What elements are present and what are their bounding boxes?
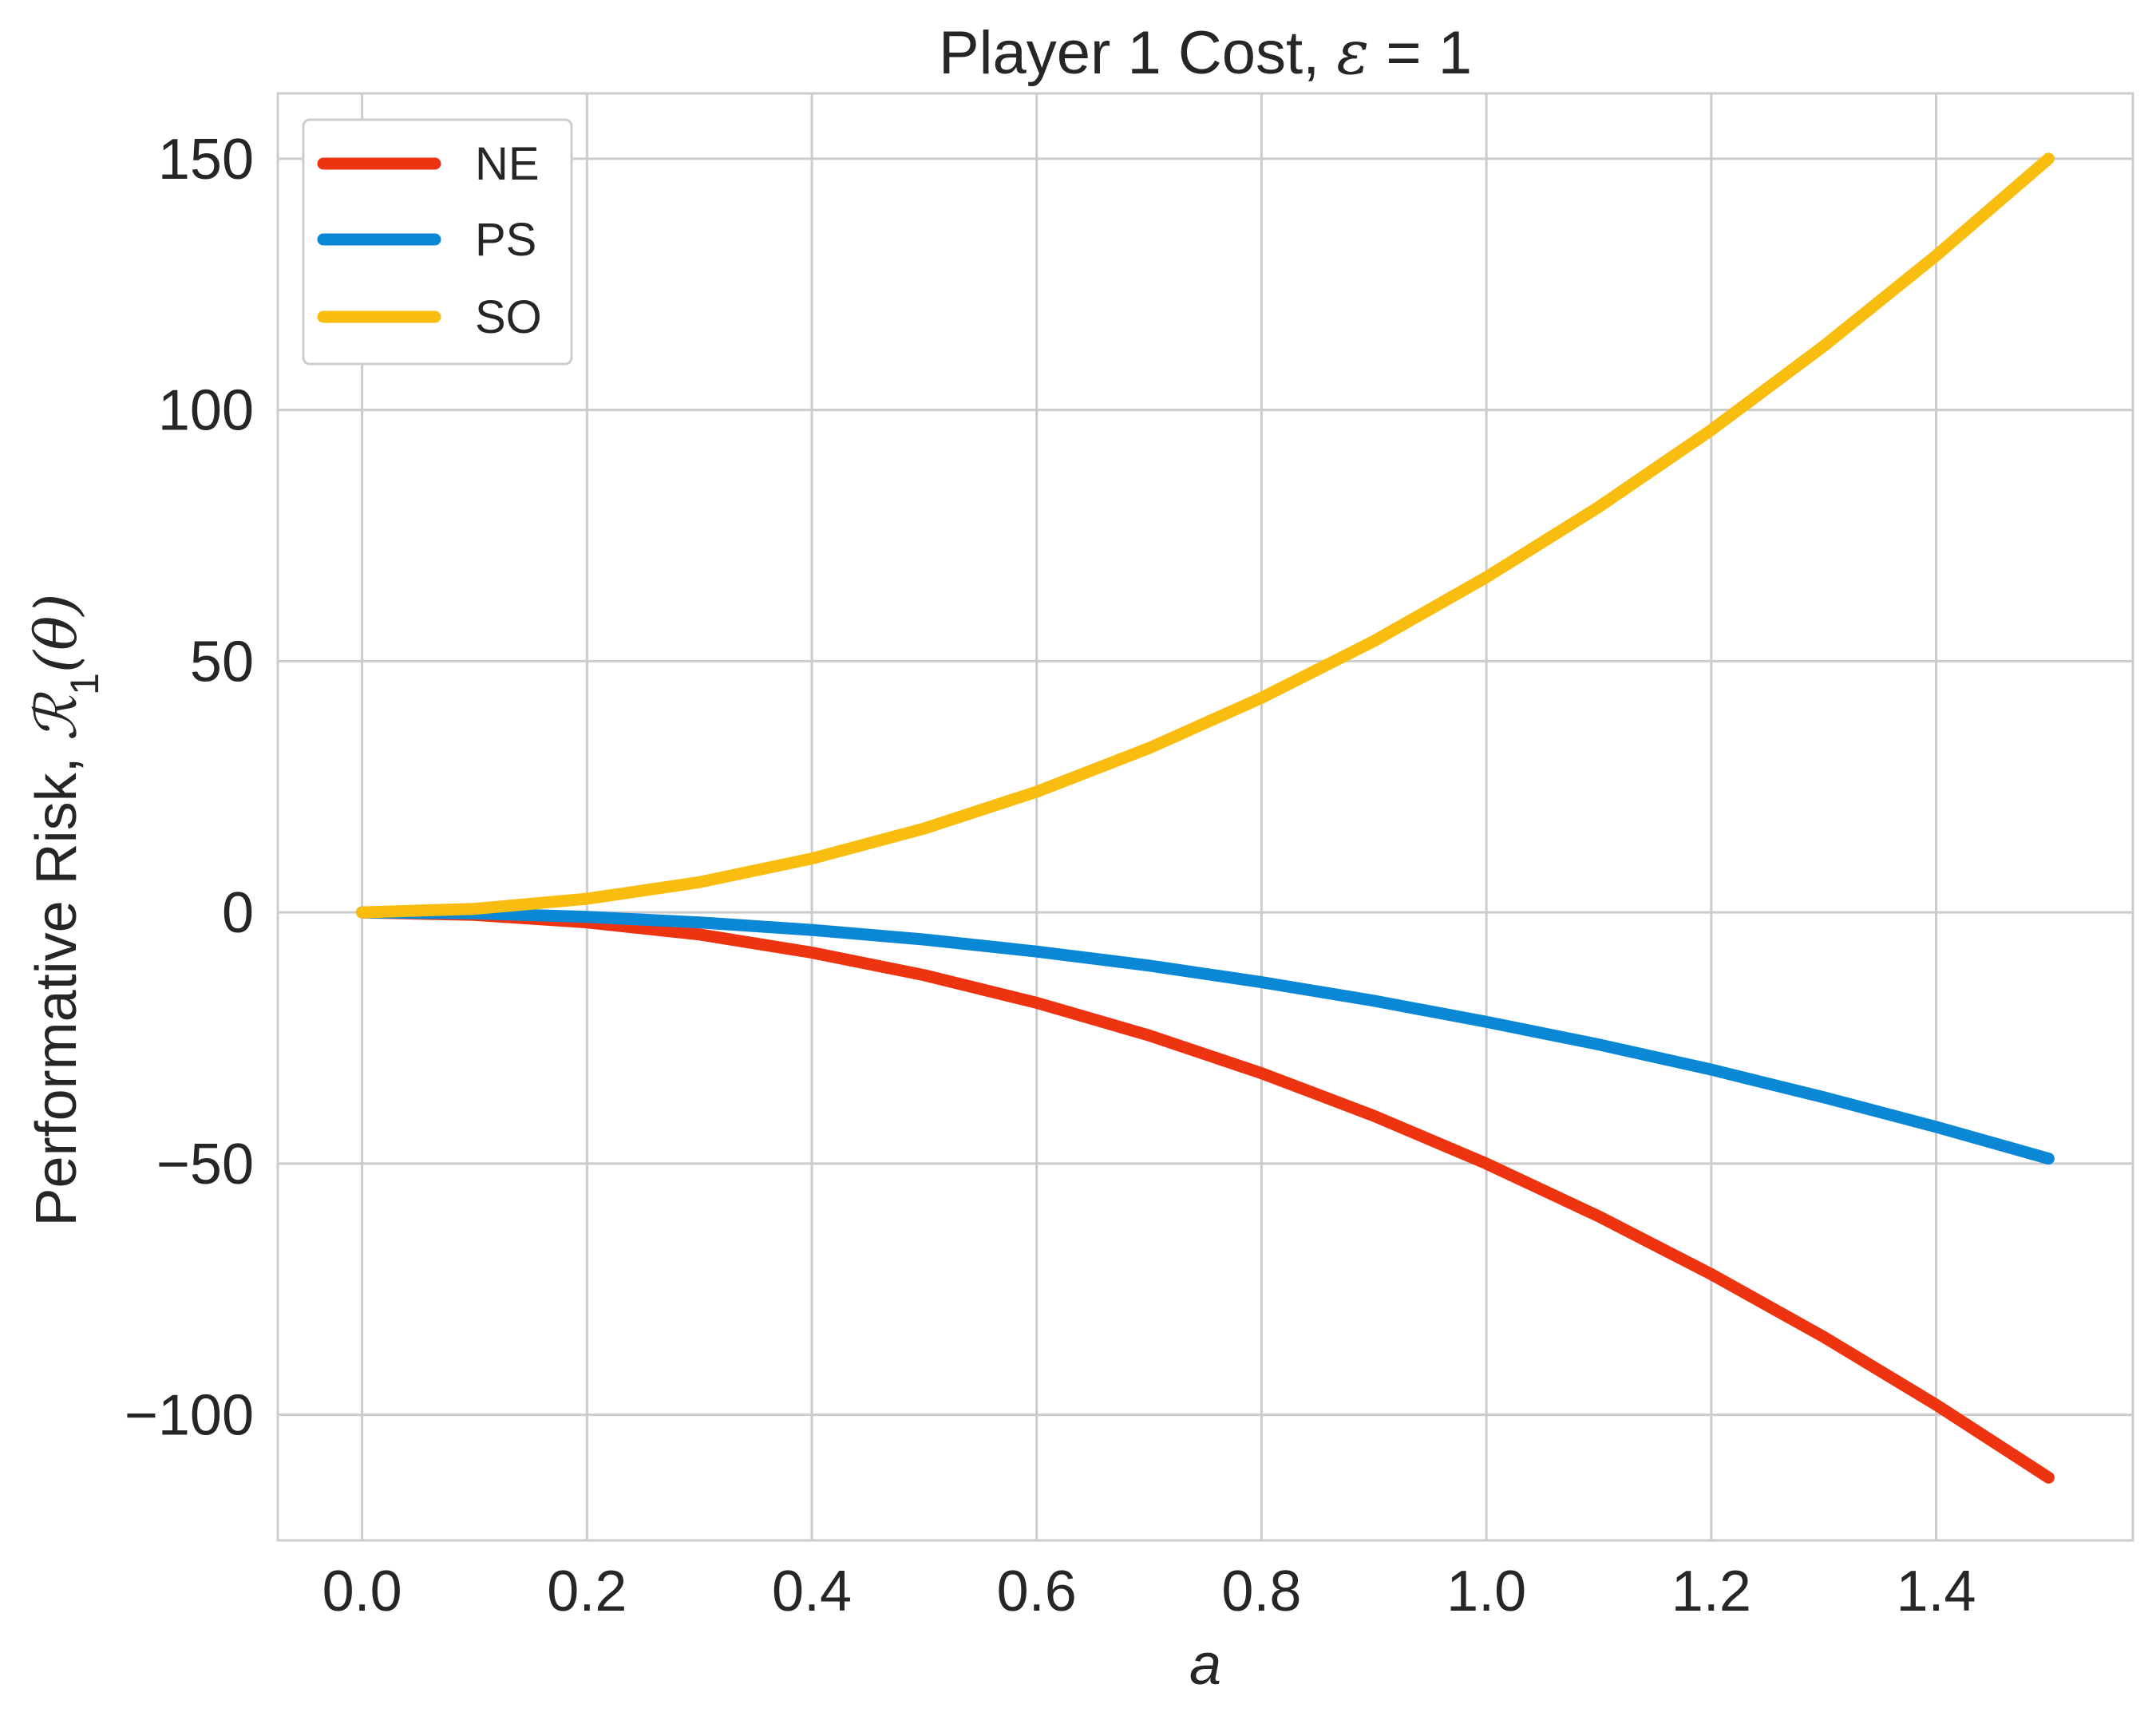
- tick-labels: 0.0 0.2 0.4 0.6 0.8 1.0 1.2 1.4 −100 −50 0 50 100 150: [125, 128, 1976, 1623]
- x-tick-label: 1.2: [1671, 1560, 1751, 1623]
- x-tick-label: 0.4: [772, 1560, 852, 1623]
- y-tick-label: 100: [158, 379, 254, 443]
- x-tick-label: 0.0: [322, 1560, 402, 1623]
- y-tick-label: 150: [158, 128, 254, 192]
- y-tick-label: −50: [156, 1133, 254, 1196]
- y-axis-label: Performative Risk, ℛ1(θ): [22, 594, 107, 1227]
- chart-title: Player 1 Cost, ε = 1: [939, 17, 1472, 88]
- x-tick-label: 0.8: [1221, 1560, 1301, 1623]
- legend: NE PS SO: [302, 118, 573, 366]
- y-tick-label: 0: [222, 881, 254, 945]
- x-tick-label: 1.0: [1446, 1560, 1526, 1623]
- series-line-ne: [356, 906, 2055, 1484]
- series-line-so: [356, 152, 2055, 919]
- legend-label-so: SO: [475, 291, 542, 343]
- x-axis-label: a: [1189, 1633, 1221, 1697]
- y-tick-label: 50: [190, 630, 254, 694]
- x-tick-label: 1.4: [1896, 1560, 1976, 1623]
- plot-frame: [276, 92, 2134, 1542]
- x-tick-label: 0.6: [997, 1560, 1077, 1623]
- y-tick-label: −100: [125, 1384, 254, 1448]
- series-line-ps: [356, 906, 2055, 1165]
- x-tick-label: 0.2: [547, 1560, 627, 1623]
- legend-label-ne: NE: [475, 138, 540, 190]
- legend-label-ps: PS: [475, 214, 536, 266]
- series-lines: [356, 152, 2055, 1484]
